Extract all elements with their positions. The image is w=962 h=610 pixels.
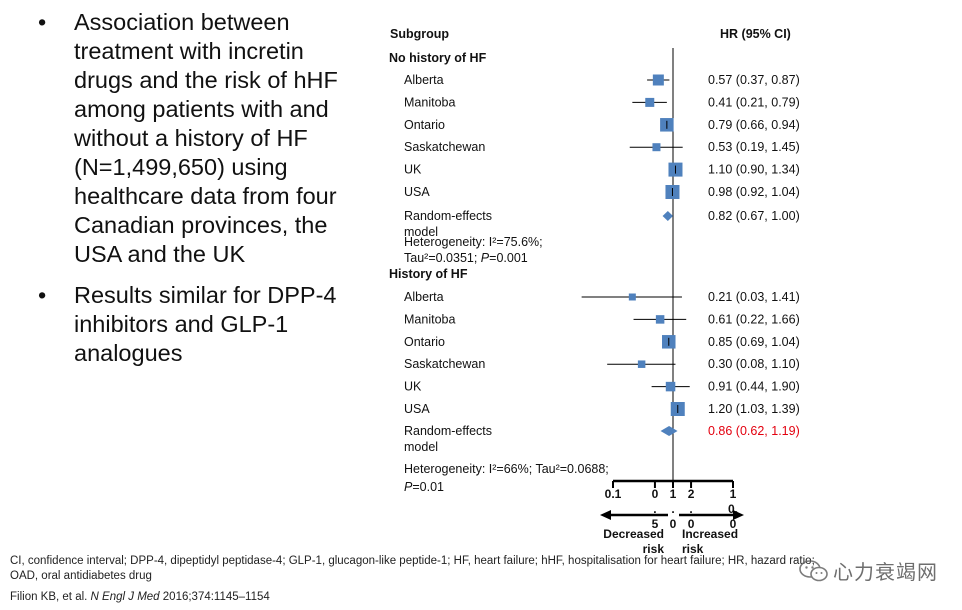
x-tick-label: 1 <box>670 487 677 501</box>
header-subgroup: Subgroup <box>390 27 449 41</box>
wechat-icon <box>799 559 828 581</box>
pooled-hr-value: 0.82 (0.67, 1.00) <box>708 209 800 223</box>
hr-value: 0.79 (0.66, 0.94) <box>708 118 800 132</box>
heterogeneity-part: 0.001 <box>496 251 527 265</box>
hr-value: 0.30 (0.08, 1.10) <box>708 357 800 371</box>
watermark-text: 心力衰竭网 <box>833 560 938 584</box>
x-tick-label: . <box>671 502 674 516</box>
citation-authors: Filion KB, et al. <box>10 591 91 603</box>
bullet-text: Results similar for DPP-4 inhibitors and… <box>74 282 337 366</box>
row-label: Saskatchewan <box>404 357 485 371</box>
bullet-text: Association between treatment with incre… <box>74 9 338 267</box>
x-tick-label: 0. <box>728 502 738 516</box>
bullet-list: • Association between treatment with incr… <box>38 8 358 368</box>
footnote-citation: Filion KB, et al. N Engl J Med 2016;374:… <box>10 590 270 605</box>
hr-value: 0.98 (0.92, 1.04) <box>708 185 800 199</box>
pooled-label: model <box>404 225 438 239</box>
hr-value: 1.20 (1.03, 1.39) <box>708 402 800 416</box>
heterogeneity-part: P <box>481 251 490 265</box>
hr-value: 0.61 (0.22, 1.66) <box>708 312 800 326</box>
row-label: Alberta <box>404 290 444 304</box>
forest-plot: Subgroup HR (95% CI) No history of HF Alber… <box>389 27 800 556</box>
hr-value: 0.21 (0.03, 1.41) <box>708 290 800 304</box>
heterogeneity-text: P=0.01 <box>404 480 444 494</box>
hr-value: 0.85 (0.69, 1.04) <box>708 335 800 349</box>
hr-value: 0.91 (0.44, 1.90) <box>708 380 800 394</box>
hr-value: 0.57 (0.37, 0.87) <box>708 73 800 87</box>
bullet-item: • Results similar for DPP-4 inhibitors an… <box>38 281 358 368</box>
citation-rest: 2016;374:1145–1154 <box>159 591 270 603</box>
increased-arrow-head <box>733 510 744 520</box>
row-label: Manitoba <box>404 95 455 109</box>
decreased-risk-label: Decreased <box>603 527 664 541</box>
heterogeneity-part: Heterogeneity: I²=66%; Tau²=0.0688; <box>404 462 609 476</box>
row-label: Alberta <box>404 73 444 87</box>
x-tick-label: 0 <box>670 517 677 531</box>
increased-risk-label: Increased <box>682 527 738 541</box>
hr-value: 0.41 (0.21, 0.79) <box>708 95 800 109</box>
estimate-marker <box>652 143 661 152</box>
pooled-label: Random-effects <box>404 424 492 438</box>
header-hr-ci: HR (95% CI) <box>720 27 791 41</box>
hr-value: 0.53 (0.19, 1.45) <box>708 140 800 154</box>
row-label: Saskatchewan <box>404 140 485 154</box>
heterogeneity-part: Heterogeneity: I²=75.6%; <box>404 235 543 249</box>
row-label: Ontario <box>404 118 445 132</box>
row-label: UK <box>404 380 422 394</box>
heterogeneity-part: Tau²=0.0351; <box>404 251 481 265</box>
heterogeneity-part: = <box>489 251 496 265</box>
footnote-abbreviations: CI, confidence interval; DPP-4, dipeptid… <box>10 555 815 582</box>
watermark: 心力衰竭网 <box>799 556 938 585</box>
group-title: No history of HF <box>389 51 487 65</box>
heterogeneity-text: Heterogeneity: I²=75.6%; <box>404 235 543 249</box>
estimate-marker <box>637 360 646 368</box>
pooled-label: model <box>404 440 438 454</box>
x-tick-label: 0 <box>652 487 659 501</box>
row-label: Manitoba <box>404 312 455 326</box>
heterogeneity-text: Tau²=0.0351; P=0.001 <box>404 251 528 265</box>
x-tick-label: 0 <box>688 517 695 531</box>
row-label: Ontario <box>404 335 445 349</box>
heterogeneity-text: Heterogeneity: I²=66%; Tau²=0.0688; <box>404 462 609 476</box>
heterogeneity-part: 0.01 <box>420 480 444 494</box>
pooled-diamond <box>662 211 673 221</box>
x-tick-label: 0 <box>730 517 737 531</box>
bullet-dot: • <box>38 282 47 308</box>
x-tick-label: . <box>653 502 656 516</box>
x-tick-label: 0.1 <box>605 487 622 501</box>
pooled-diamond <box>660 426 678 436</box>
estimate-marker <box>645 97 655 107</box>
row-label: UK <box>404 163 422 177</box>
group-title: History of HF <box>389 267 468 281</box>
heterogeneity-part: P <box>404 480 413 494</box>
row-label: USA <box>404 185 430 199</box>
estimate-marker <box>655 315 665 324</box>
pooled-hr-value: 0.86 (0.62, 1.19) <box>708 424 800 438</box>
heterogeneity-part: = <box>412 480 419 494</box>
pooled-label: Random-effects <box>404 209 492 223</box>
increased-risk-label: risk <box>682 542 704 556</box>
row-label: USA <box>404 402 430 416</box>
estimate-marker <box>652 74 664 86</box>
x-tick-label: 1 <box>730 487 737 501</box>
citation-journal: N Engl J Med <box>90 591 160 603</box>
decreased-risk-label: risk <box>643 542 665 556</box>
x-tick-label: 2 <box>688 487 695 501</box>
x-tick-label: . <box>689 502 692 516</box>
decreased-arrow-head <box>600 510 611 520</box>
estimate-marker <box>665 381 676 392</box>
bullet-item: • Association between treatment with incr… <box>38 8 358 269</box>
hr-value: 1.10 (0.90, 1.34) <box>708 163 800 177</box>
x-tick-label: 5 <box>652 517 659 531</box>
estimate-marker <box>628 293 636 301</box>
bullet-dot: • <box>38 9 47 35</box>
